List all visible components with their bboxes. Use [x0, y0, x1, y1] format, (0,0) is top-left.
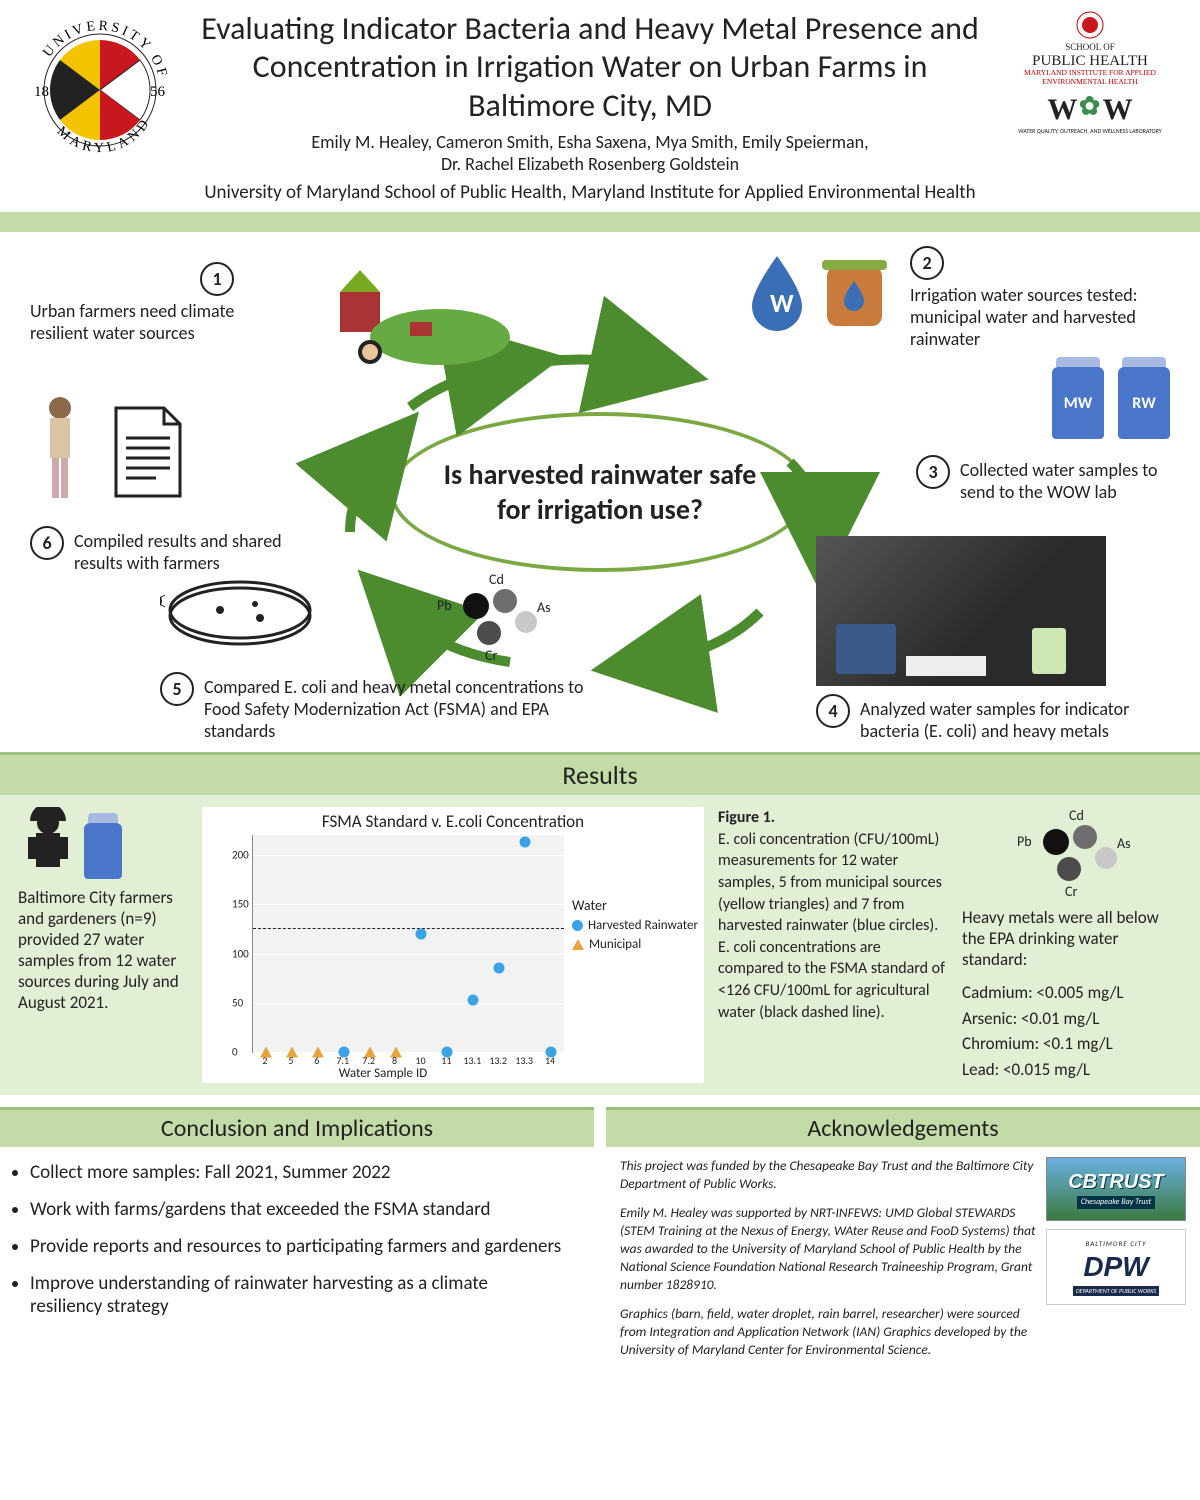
right-logos: SCHOOL OF PUBLIC HEALTH MARYLAND INSTITU…: [1000, 10, 1180, 135]
step-num-6: 6: [30, 526, 64, 560]
svg-text:W: W: [770, 287, 794, 319]
step-4-text: Analyzed water samples for indicator bac…: [860, 698, 1160, 742]
results-body: Baltimore City farmers and gardeners (n=…: [0, 795, 1200, 1095]
step-num-2: 2: [910, 246, 944, 280]
divider-strip: [0, 212, 1200, 232]
metals-results: Cd Pb As Cr Heavy metals were all below …: [962, 807, 1182, 1083]
results-summary: Baltimore City farmers and gardeners (n=…: [18, 807, 188, 1083]
conclusion-item: Collect more samples: Fall 2021, Summer …: [30, 1161, 564, 1184]
metals-icon: Cd Pb As Cr: [437, 571, 547, 661]
seal-year-right: 56: [150, 84, 166, 100]
cbtrust-logo: CBTRUST Chesapeake Bay Trust: [1046, 1157, 1186, 1221]
metals-list: Cadmium: <0.005 mg/LArsenic: <0.01 mg/LC…: [962, 980, 1182, 1082]
poster-title: Evaluating Indicator Bacteria and Heavy …: [196, 10, 984, 125]
step-6: 6 Compiled results and shared results wi…: [30, 392, 334, 574]
chart-point: [494, 963, 505, 974]
chart-x-label: Water Sample ID: [202, 1066, 564, 1081]
jar-small-icon: [84, 823, 122, 879]
conclusion-col: Conclusion and Implications Collect more…: [0, 1107, 594, 1379]
lab-photo-icon: [816, 536, 1106, 686]
farmer-icon: [18, 807, 78, 879]
conclusion-item: Work with farms/gardens that exceeded th…: [30, 1198, 564, 1221]
figure-caption: Figure 1. E. coli concentration (CFU/100…: [718, 807, 948, 1083]
conclusion-heading: Conclusion and Implications: [0, 1107, 594, 1147]
ack-col: Acknowledgements This project was funded…: [606, 1107, 1200, 1379]
conclusion-list: Collect more samples: Fall 2021, Summer …: [0, 1147, 594, 1346]
step-3-text: Collected water samples to send to the W…: [960, 459, 1170, 503]
sph-logo: SCHOOL OF PUBLIC HEALTH MARYLAND INSTITU…: [1000, 10, 1180, 86]
step-5: Cd Pb As Cr 5 Compared E. coli and heavy…: [160, 566, 624, 742]
results-summary-text: Baltimore City farmers and gardeners (n=…: [18, 887, 188, 1013]
chart-point: [468, 994, 479, 1005]
bottom-section: Conclusion and Implications Collect more…: [0, 1107, 1200, 1379]
step-4: 4 Analyzed water samples for indicator b…: [816, 536, 1160, 742]
step-num-5: 5: [160, 672, 194, 706]
step-6-text: Compiled results and shared results with…: [74, 530, 334, 574]
step-num-1: 1: [200, 262, 234, 296]
conclusion-item: Provide reports and resources to partici…: [30, 1235, 564, 1258]
researcher-icon: [30, 392, 90, 512]
jar-mw-icon: MW: [1052, 367, 1104, 439]
seal-year-left: 18: [34, 84, 49, 100]
step-3: MW RW 3 Collected water samples to send …: [916, 367, 1170, 503]
fsma-line: [253, 928, 564, 929]
methods-cycle: Is harvested rainwater safe for irrigati…: [0, 232, 1200, 752]
petri-dish-icon: [160, 566, 320, 666]
authors: Emily M. Healey, Cameron Smith, Esha Sax…: [196, 131, 984, 175]
step-1-text: Urban farmers need climate resilient wat…: [30, 300, 290, 344]
ack-heading: Acknowledgements: [606, 1107, 1200, 1147]
ack-text: This project was funded by the Chesapeak…: [620, 1157, 1036, 1369]
wow-logo: W✿W WATER QUALITY, OUTREACH, AND WELLNES…: [1018, 92, 1161, 135]
step-num-3: 3: [916, 455, 950, 489]
step-2-text: Irrigation water sources tested: municip…: [910, 284, 1170, 350]
chart-legend: Water Harvested Rainwater Municipal: [572, 897, 698, 956]
header: UNIVERSITY OF MARYLAND 18 56 Evaluating …: [0, 0, 1200, 212]
scatter-chart: FSMA Standard v. E.coli Concentration E.…: [202, 807, 704, 1083]
step-num-4: 4: [816, 694, 850, 728]
chart-point: [416, 928, 427, 939]
farm-icon: [330, 262, 510, 372]
chart-point: [520, 837, 531, 848]
jar-rw-icon: RW: [1118, 367, 1170, 439]
chart-title: FSMA Standard v. E.coli Concentration: [202, 811, 704, 832]
document-icon: [108, 402, 188, 502]
step-5-text: Compared E. coli and heavy metal concent…: [204, 676, 624, 742]
umd-seal-logo: UNIVERSITY OF MARYLAND 18 56: [20, 10, 180, 170]
dpw-logo: BALTIMORE CITY DPW DEPARTMENT OF PUBLIC …: [1046, 1229, 1186, 1305]
ack-logos: CBTRUST Chesapeake Bay Trust BALTIMORE C…: [1046, 1157, 1186, 1369]
title-block: Evaluating Indicator Bacteria and Heavy …: [196, 10, 984, 204]
step-1: 1 Urban farmers need climate resilient w…: [30, 262, 510, 372]
affiliation: University of Maryland School of Public …: [196, 181, 984, 204]
metals-icon-results: Cd Pb As Cr: [1017, 807, 1127, 897]
metals-intro: Heavy metals were all below the EPA drin…: [962, 907, 1182, 970]
water-sources-icon: W: [742, 246, 892, 336]
step-2: W 2 Irrigation water sources tested: mun…: [742, 246, 1170, 350]
conclusion-item: Improve understanding of rainwater harve…: [30, 1272, 564, 1318]
results-heading: Results: [0, 752, 1200, 795]
